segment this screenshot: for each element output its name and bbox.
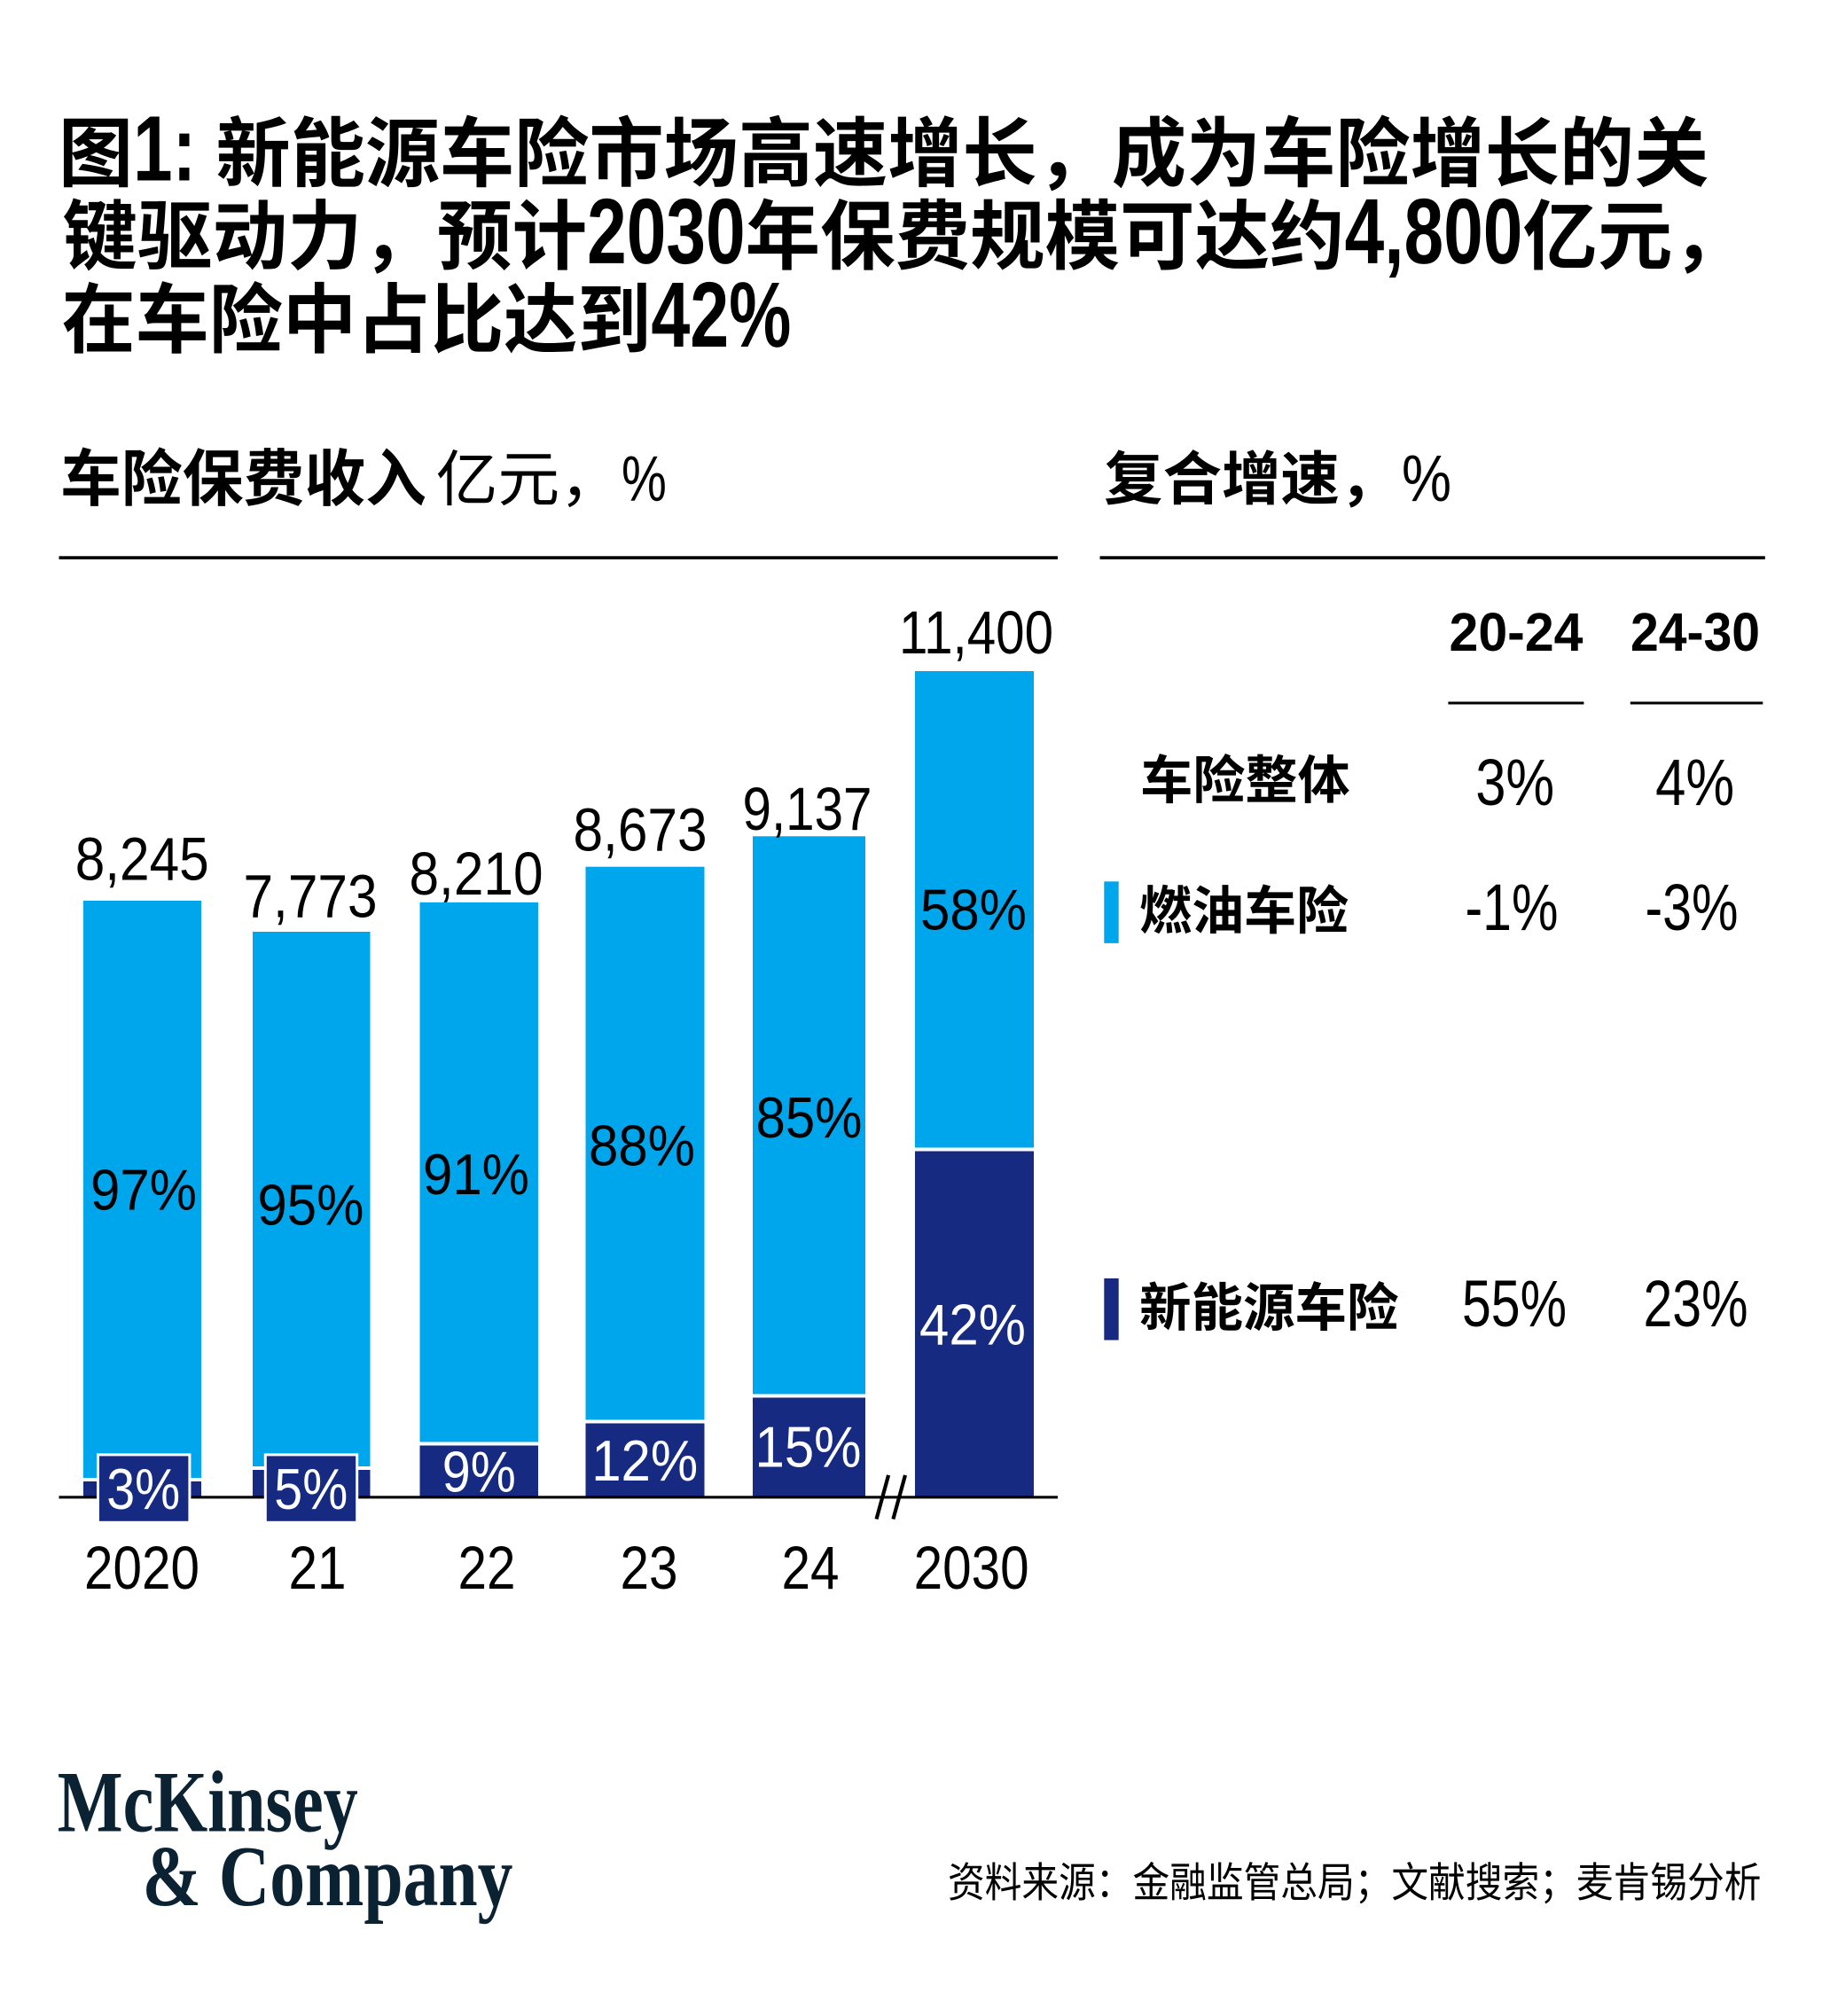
svg-text:11,400: 11,400 [899, 598, 1053, 667]
svg-text:3%: 3% [1475, 746, 1554, 819]
svg-text:20-24: 20-24 [1450, 602, 1583, 662]
svg-text:8,245: 8,245 [75, 824, 209, 893]
svg-text:42%: 42% [919, 1292, 1026, 1356]
svg-text:97%: 97% [90, 1157, 197, 1222]
svg-text:12%: 12% [591, 1428, 698, 1493]
svg-text:& Company: & Company [143, 1829, 513, 1924]
svg-text:85%: 85% [756, 1085, 863, 1150]
svg-text:88%: 88% [589, 1113, 695, 1178]
svg-text:%: % [1402, 441, 1451, 515]
svg-text:9%: 9% [442, 1439, 516, 1504]
svg-text:McKinsey: McKinsey [58, 1754, 358, 1851]
svg-text:23%: 23% [1644, 1267, 1748, 1340]
svg-text:91%: 91% [423, 1142, 529, 1207]
svg-text:8,673: 8,673 [574, 795, 708, 863]
svg-text:22: 22 [458, 1535, 516, 1602]
svg-text:3%: 3% [106, 1457, 180, 1521]
svg-text:21: 21 [289, 1535, 347, 1602]
svg-text:8,210: 8,210 [410, 840, 543, 908]
svg-text:5%: 5% [274, 1457, 348, 1521]
svg-text:15%: 15% [755, 1414, 862, 1479]
svg-text:-3%: -3% [1646, 871, 1739, 944]
svg-text:2020: 2020 [84, 1535, 199, 1602]
svg-text:55%: 55% [1462, 1267, 1567, 1340]
svg-text:58%: 58% [920, 877, 1027, 942]
svg-text:-1%: -1% [1466, 871, 1559, 944]
svg-text:24: 24 [782, 1535, 840, 1602]
svg-text:23: 23 [621, 1535, 678, 1602]
svg-text:9,137: 9,137 [743, 775, 872, 843]
svg-text:2030: 2030 [914, 1535, 1029, 1602]
svg-text:4%: 4% [1655, 746, 1734, 819]
svg-text:24-30: 24-30 [1630, 602, 1760, 662]
svg-text:95%: 95% [257, 1172, 364, 1237]
svg-text:7,773: 7,773 [244, 862, 378, 930]
